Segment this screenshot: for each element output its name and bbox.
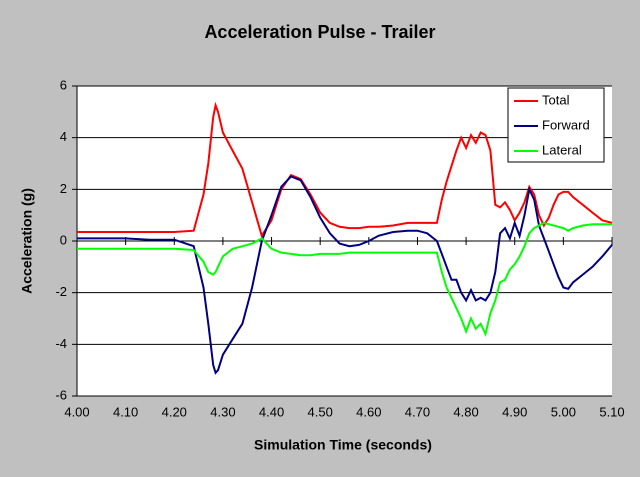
y-tick-label: 6: [60, 77, 67, 92]
x-tick-label: 4.90: [502, 404, 527, 419]
x-tick-label: 4.10: [113, 404, 138, 419]
x-tick-label: 4.40: [259, 404, 284, 419]
chart-title: Acceleration Pulse - Trailer: [204, 22, 435, 42]
legend-label: Total: [542, 92, 570, 107]
y-axis-title: Acceleration (g): [19, 188, 35, 294]
x-tick-label: 4.70: [405, 404, 430, 419]
y-tick-label: 0: [60, 232, 67, 247]
legend-label: Lateral: [542, 142, 582, 157]
series-line: [77, 221, 612, 338]
x-tick-label: 4.00: [64, 404, 89, 419]
y-tick-label: -4: [55, 336, 67, 351]
x-axis-title: Simulation Time (seconds): [254, 437, 432, 453]
x-tick-label: 5.00: [551, 404, 576, 419]
y-tick-label: 2: [60, 181, 67, 196]
x-tick-label: 4.30: [210, 404, 235, 419]
legend-label: Forward: [542, 117, 590, 132]
x-tick-label: 5.10: [599, 404, 624, 419]
x-tick-label: 4.60: [356, 404, 381, 419]
x-tick-label: 4.20: [162, 404, 187, 419]
x-tick-label: 4.80: [453, 404, 478, 419]
y-tick-label: -6: [55, 387, 67, 402]
y-tick-label: 4: [60, 129, 67, 144]
x-tick-label: 4.50: [308, 404, 333, 419]
y-tick-label: -2: [55, 284, 67, 299]
series-line: [77, 175, 613, 375]
series-line: [77, 101, 613, 239]
